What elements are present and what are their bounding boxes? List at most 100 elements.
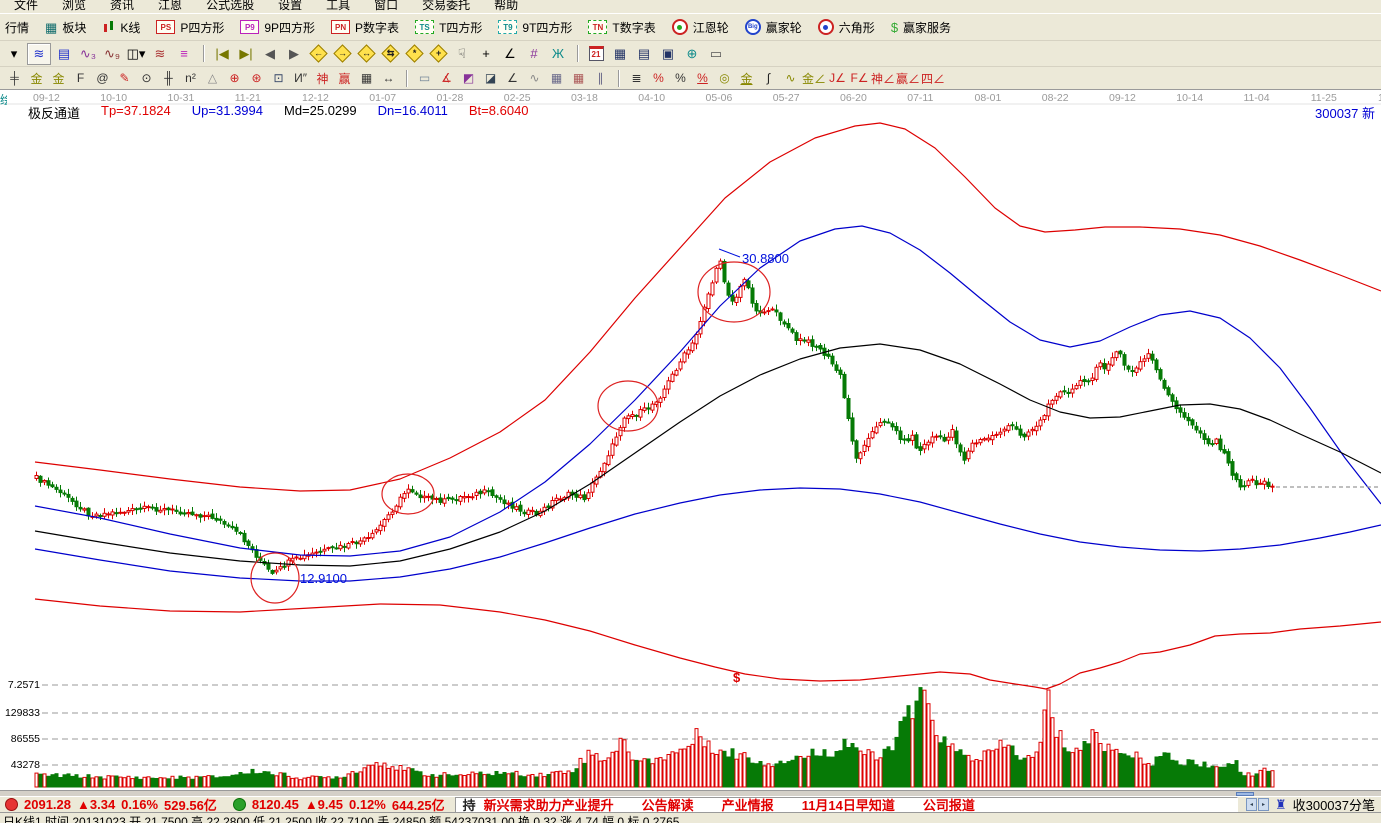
menu-item-3[interactable]: 资讯 bbox=[110, 0, 135, 12]
ruler-icon[interactable]: ╪ bbox=[10, 71, 19, 85]
horizontal-scrollbar[interactable] bbox=[0, 790, 1381, 796]
f-angle-icon[interactable]: F∠ bbox=[850, 71, 869, 85]
gold-angle-icon[interactable]: 金∠ bbox=[802, 71, 827, 86]
menu-item-8[interactable]: 窗口 bbox=[374, 0, 399, 12]
parallel-icon[interactable]: ∥ bbox=[597, 71, 604, 85]
gann-wheel-button[interactable]: 江恩轮 bbox=[671, 19, 729, 36]
news-link-industry[interactable]: 产业情报 bbox=[721, 798, 774, 813]
gann-box-icon[interactable]: # bbox=[530, 46, 538, 61]
menu-item-5[interactable]: 公式选股 bbox=[206, 0, 255, 12]
shift-left-icon[interactable]: ← bbox=[307, 44, 329, 64]
save-icon[interactable]: ▣ bbox=[661, 45, 675, 61]
hexagon-button[interactable]: 六角形 bbox=[817, 19, 875, 36]
calculator-icon[interactable]: ▦ bbox=[613, 45, 627, 61]
quotes-button[interactable]: 行情 bbox=[5, 19, 29, 36]
volume-profile-icon[interactable]: ≡ bbox=[180, 46, 188, 61]
burst-icon[interactable]: * bbox=[403, 44, 425, 64]
menu-item-1[interactable]: 文件 bbox=[14, 0, 39, 12]
wave9-icon[interactable]: ∿₉ bbox=[103, 45, 121, 61]
prev-bar-icon[interactable]: ◀ bbox=[265, 45, 275, 61]
ying-angle-icon[interactable]: 赢∠ bbox=[896, 71, 921, 86]
shen-ruler-icon[interactable]: 神 bbox=[316, 71, 329, 86]
percent-line-icon[interactable]: % bbox=[697, 71, 708, 85]
spiral-icon[interactable]: @ bbox=[96, 71, 109, 85]
next-bar-icon[interactable]: ▶ bbox=[289, 45, 299, 61]
j-angle-icon[interactable]: J∠ bbox=[829, 71, 846, 85]
winner-wheel-button[interactable]: Big 赢家轮 bbox=[744, 19, 802, 36]
info-panel-icon[interactable]: ▤ bbox=[57, 45, 71, 61]
gold-wave-icon[interactable]: ∿ bbox=[785, 71, 796, 85]
scrollbar-thumb[interactable] bbox=[1236, 792, 1254, 796]
9t-square-button[interactable]: T9 9T四方形 bbox=[498, 19, 572, 36]
kline-button[interactable]: K线 bbox=[102, 19, 140, 36]
shift-right-icon[interactable]: → bbox=[331, 44, 353, 64]
rect-tool-icon[interactable]: ▭ bbox=[418, 71, 431, 85]
news-link-morning[interactable]: 11月14日早知道 bbox=[801, 798, 895, 813]
menu-item-4[interactable]: 江恩 bbox=[158, 0, 183, 12]
menu-item-9[interactable]: 交易委托 bbox=[422, 0, 471, 12]
main-chart[interactable]: 09-12 10-10 10-31 11-21 12-12 01-07 01-28 02-25… bbox=[0, 90, 1381, 790]
percent-icon[interactable]: % bbox=[675, 71, 686, 85]
brush-icon[interactable]: ✎ bbox=[119, 71, 130, 85]
si-angle-icon[interactable]: 四∠ bbox=[921, 71, 946, 86]
wave-v-icon[interactable]: ∿ bbox=[529, 71, 540, 85]
t-square-button[interactable]: TS T四方形 bbox=[415, 19, 482, 36]
winner-service-button[interactable]: $ 赢家服务 bbox=[891, 19, 951, 36]
fan-box-purple-icon[interactable]: ◩ bbox=[462, 71, 475, 85]
scale-icon[interactable]: ≣ bbox=[631, 71, 642, 85]
combo-caret-icon[interactable]: ▾ bbox=[10, 45, 18, 61]
news-link-announcements[interactable]: 公告解读 bbox=[641, 798, 694, 813]
hand-tool-icon[interactable]: ☟ bbox=[458, 45, 466, 61]
p-number-button[interactable]: PN P数字表 bbox=[331, 19, 399, 36]
n2-ruler-icon[interactable]: n² bbox=[185, 71, 196, 85]
wave-mark-icon[interactable]: И″ bbox=[294, 71, 307, 85]
loss-percent-icon[interactable]: % bbox=[653, 71, 664, 85]
fan-box-dark-icon[interactable]: ◪ bbox=[484, 71, 497, 85]
candle-style-icon[interactable]: ◫▾ bbox=[126, 45, 146, 61]
pattern-view-icon[interactable]: ≋ bbox=[27, 42, 51, 65]
f-ruler-icon[interactable]: F bbox=[76, 71, 85, 85]
pattern-red-icon[interactable]: ≋ bbox=[154, 45, 166, 61]
ink-brush-icon[interactable]: ∫ bbox=[766, 71, 771, 85]
trend-angle-icon[interactable]: ∠ bbox=[507, 71, 518, 85]
angle-tool-icon[interactable]: ∠ bbox=[504, 45, 516, 61]
width-measure-icon[interactable]: ↔ bbox=[382, 71, 395, 85]
grid123-icon[interactable]: ▦ bbox=[360, 71, 373, 85]
grid-icon[interactable]: ▦ bbox=[550, 71, 563, 85]
tick-chart-label[interactable]: 收300037分笔 bbox=[1292, 798, 1375, 813]
shen-angle-icon[interactable]: 神∠ bbox=[871, 71, 896, 86]
last-bar-icon[interactable]: ▶| bbox=[239, 45, 253, 61]
grid-red-icon[interactable]: ▦ bbox=[572, 71, 585, 85]
calendar-icon[interactable]: 21 bbox=[585, 44, 607, 64]
p-square-button[interactable]: PS P四方形 bbox=[156, 19, 224, 36]
spinner-control[interactable]: ◂ ▸ bbox=[1245, 798, 1269, 811]
menu-item-2[interactable]: 浏览 bbox=[62, 0, 87, 12]
t-number-button[interactable]: TN T数字表 bbox=[588, 19, 656, 36]
news-link-company[interactable]: 公司报道 bbox=[922, 798, 975, 813]
menu-item-6[interactable]: 设置 bbox=[278, 0, 303, 12]
wave3-icon[interactable]: ∿₃ bbox=[79, 45, 97, 61]
compress-icon[interactable]: ⇆ bbox=[379, 44, 401, 64]
network-icon[interactable]: ⊕ bbox=[686, 45, 698, 61]
star-icon[interactable]: ⊛ bbox=[251, 71, 262, 85]
gold-ruler-icon[interactable]: 金 bbox=[30, 71, 43, 86]
ying-ruler-icon[interactable]: 赢 bbox=[338, 71, 351, 86]
crosshair-tool-icon[interactable]: + bbox=[482, 46, 490, 61]
compass-icon[interactable]: ⊙ bbox=[141, 71, 152, 85]
news-headline[interactable]: 新兴需求助力产业提升 bbox=[483, 798, 614, 813]
expand-icon[interactable]: + bbox=[427, 44, 449, 64]
protractor-icon[interactable]: △ bbox=[207, 71, 218, 85]
target-icon[interactable]: ⊕ bbox=[229, 71, 240, 85]
swap-icon[interactable]: ↔ bbox=[355, 44, 377, 64]
gold-line-icon[interactable]: 金 bbox=[740, 71, 753, 86]
printer-icon[interactable]: ▭ bbox=[709, 45, 723, 61]
dense-ruler-icon[interactable]: ╫ bbox=[164, 71, 173, 85]
star-box-icon[interactable]: ⊡ bbox=[273, 71, 284, 85]
fan-icon[interactable]: ∡ bbox=[441, 71, 452, 85]
9p-square-button[interactable]: P9 9P四方形 bbox=[240, 19, 315, 36]
butterfly-icon[interactable]: Ж bbox=[551, 46, 564, 61]
gold-ruler2-icon[interactable]: 金 bbox=[52, 71, 65, 86]
gold-coin-icon[interactable]: ◎ bbox=[719, 71, 730, 85]
notepad-icon[interactable]: ▤ bbox=[637, 45, 651, 61]
menu-item-10[interactable]: 帮助 bbox=[494, 0, 519, 12]
